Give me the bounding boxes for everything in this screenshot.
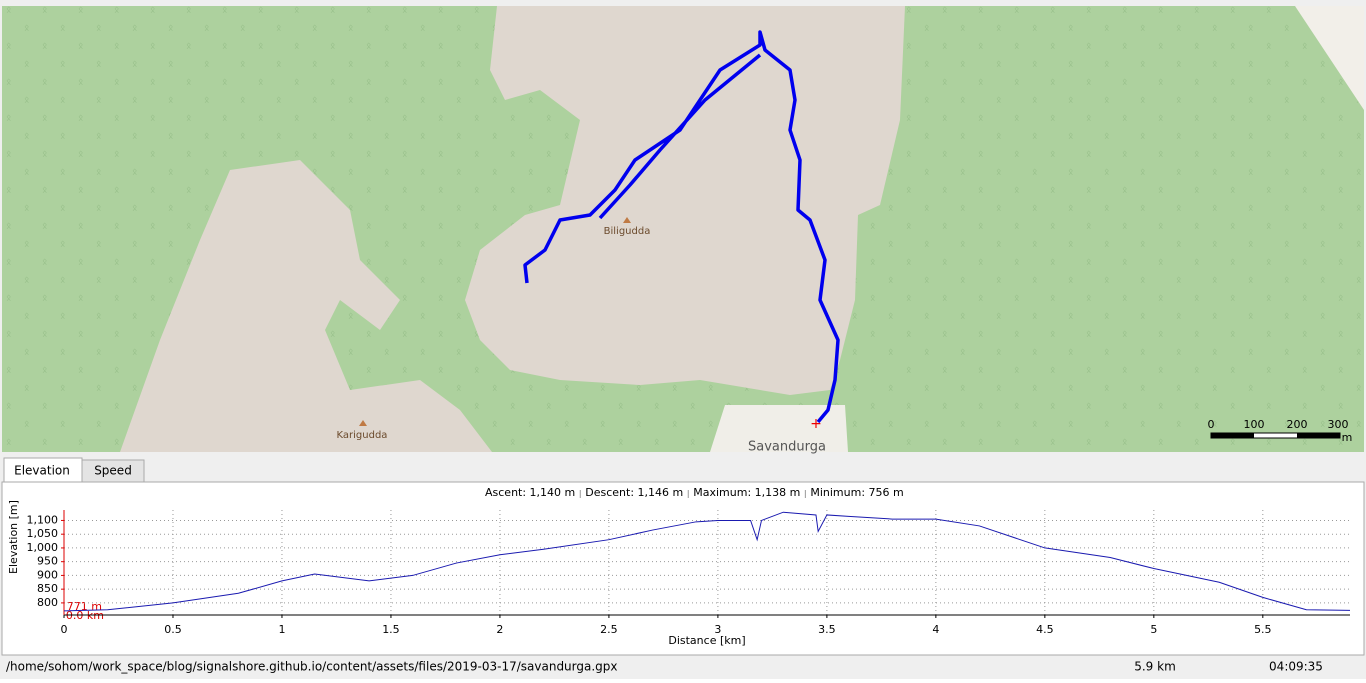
peak-icon (623, 217, 631, 223)
rock-area (120, 160, 492, 452)
x-tick-label: 1.5 (382, 623, 400, 636)
x-tick-label: 2 (496, 623, 503, 636)
y-tick-label: 850 (37, 582, 58, 595)
total-duration: 04:09:35 (1269, 660, 1323, 674)
tab-bar: Elevation Speed (3, 457, 145, 484)
x-tick-label: 4.5 (1036, 623, 1054, 636)
scale-label: 300 (1328, 418, 1349, 431)
tab-label[interactable]: Elevation (14, 464, 70, 478)
x-tick-label: 2.5 (600, 623, 618, 636)
x-tick-label: 4 (932, 623, 939, 636)
scale-label: 100 (1244, 418, 1265, 431)
gps-track (523, 30, 840, 424)
x-tick-label: 5.5 (1254, 623, 1272, 636)
elevation-line (63, 511, 1351, 612)
chart-panel (1, 481, 1365, 656)
map: + Biligudda Karigudda Savandurga 0 100 2… (2, 6, 1364, 455)
x-tick-label: 3 (714, 623, 721, 636)
total-distance: 5.9 km (1134, 660, 1176, 674)
scale-label: 0 (1208, 418, 1215, 431)
peak-icon (359, 420, 367, 426)
stats: Ascent: 1,140 m Descent: 1,146 m Maximum: … (485, 486, 904, 499)
x-tick-label: 1 (278, 623, 285, 636)
y-tick-label: 800 (37, 596, 58, 609)
scale-bar-segment (1211, 433, 1254, 438)
scale-label: m (1342, 431, 1353, 444)
x-axis-title: Distance [km] (668, 634, 745, 647)
y-tick-label: 1,100 (27, 513, 59, 526)
tab-label[interactable]: Speed (94, 464, 132, 478)
file-path: /home/sohom/work_space/blog/signalshore.… (6, 660, 618, 674)
x-tick-label: 0 (61, 623, 68, 636)
stat: Descent: 1,146 m (585, 486, 683, 499)
stat: Maximum: 1,138 m (693, 486, 800, 499)
land (1295, 6, 1364, 110)
scale-bar-segment (1297, 433, 1340, 438)
map-label: Biligudda (604, 226, 651, 237)
x-tick-label: 5 (1150, 623, 1157, 636)
village (710, 405, 848, 452)
status-bar (2, 657, 1364, 678)
x-tick-label: 0.5 (164, 623, 182, 636)
y-tick-label: 950 (37, 555, 58, 568)
map-label: Savandurga (748, 440, 826, 455)
y-tick-label: 1,050 (27, 527, 59, 540)
x-tick-label: 3.5 (818, 623, 836, 636)
start-marker: + (810, 416, 822, 432)
stat: Ascent: 1,140 m (485, 486, 575, 499)
y-axis-title: Elevation [m] (7, 500, 20, 574)
scale-label: 200 (1287, 418, 1308, 431)
map-label: Karigudda (337, 430, 388, 441)
y-tick-label: 1,000 (27, 541, 59, 554)
y-tick-label: 900 (37, 568, 58, 581)
stat: Minimum: 756 m (810, 486, 903, 499)
